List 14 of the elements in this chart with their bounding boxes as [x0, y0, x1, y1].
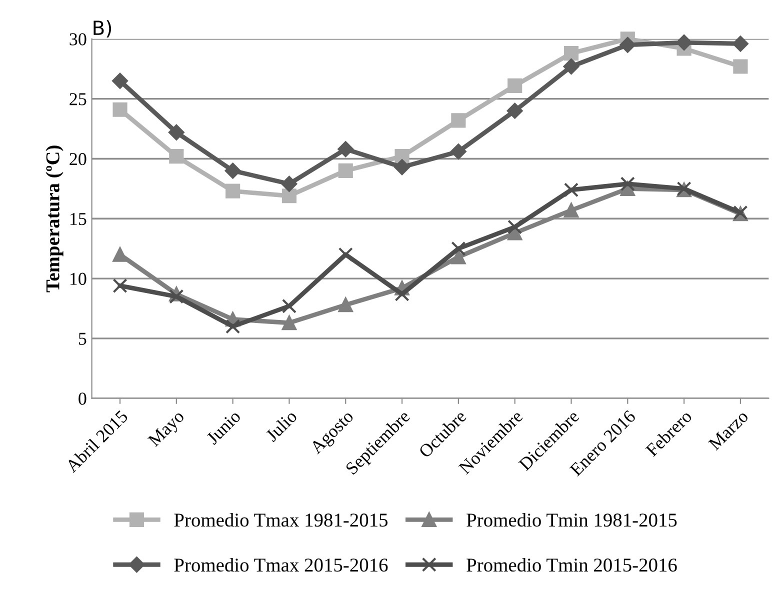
- y-tick-label: 10: [70, 272, 86, 285]
- y-tick-label: 20: [70, 152, 86, 166]
- x-tick-label: Julio: [264, 409, 298, 442]
- chart-title: B): [94, 20, 112, 38]
- y-tick-label: 30: [70, 33, 86, 46]
- legend-label: Promedio Tmax 2015-2016: [174, 558, 388, 572]
- y-tick-label: 0: [78, 392, 86, 405]
- y-axis-title: Temperatura (ºC): [46, 146, 64, 292]
- legend-label: Promedio Tmin 1981-2015: [466, 512, 677, 527]
- legend-label: Promedio Tmin 2015-2016: [466, 558, 677, 572]
- y-tick-label: 15: [70, 212, 86, 226]
- legend-label: Promedio Tmax 1981-2015: [174, 512, 388, 527]
- y-tick-label: 25: [70, 93, 86, 106]
- y-tick-label: 5: [78, 332, 86, 345]
